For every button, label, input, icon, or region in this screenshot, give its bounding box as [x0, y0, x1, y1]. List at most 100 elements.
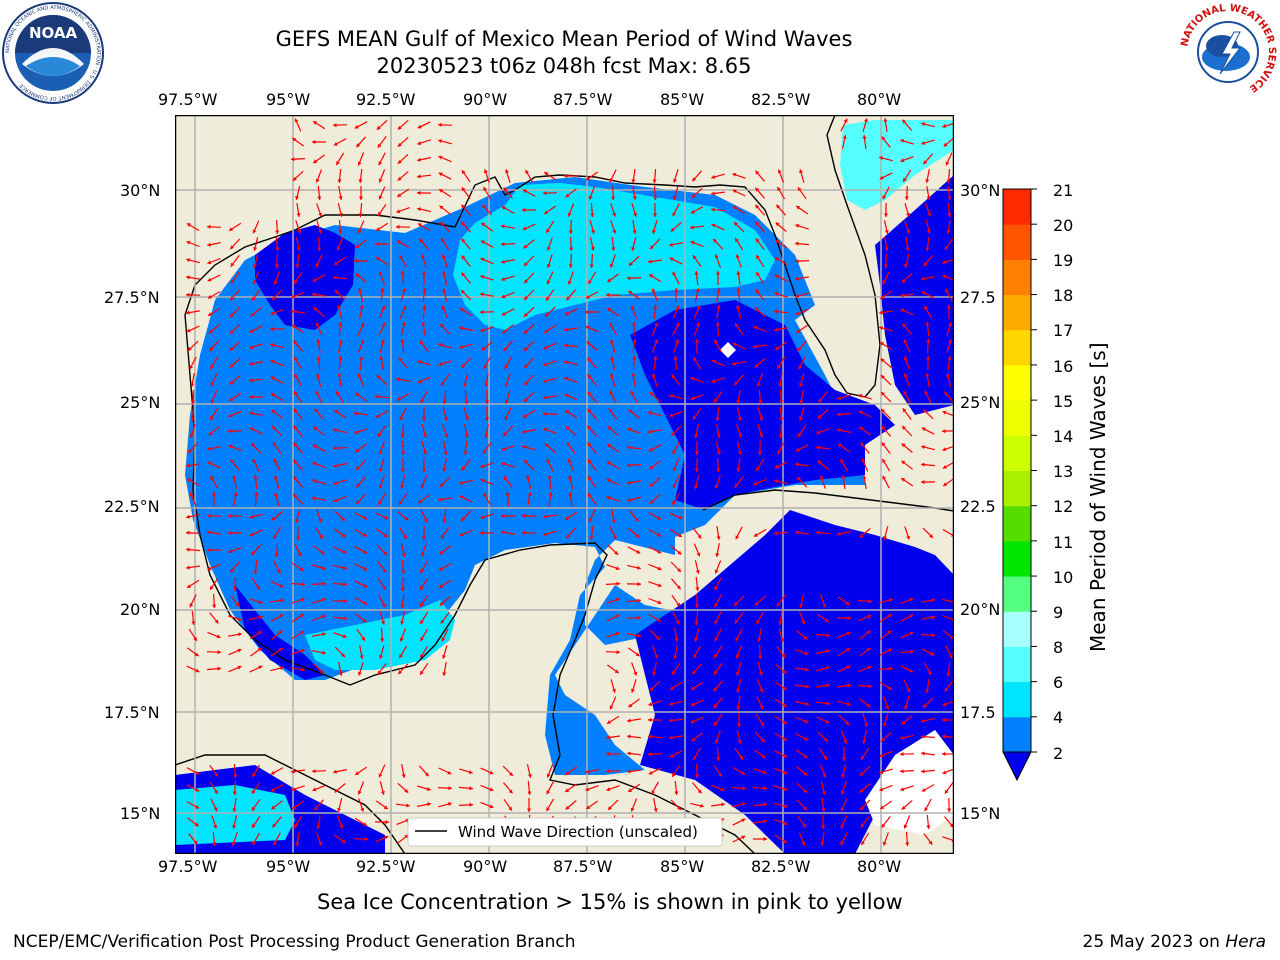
wind-wave-arrow-head [670, 686, 675, 690]
wind-wave-arrow-head [316, 339, 321, 343]
wind-wave-arrow-head [293, 442, 298, 447]
wind-wave-arrow-head [903, 824, 908, 829]
wind-wave-arrow-head [214, 619, 219, 624]
lon-tick-bottom: 95°W [266, 857, 311, 876]
wind-wave-arrow-head [461, 272, 466, 277]
wind-wave-arrow-head [587, 442, 592, 447]
map-frame [175, 115, 954, 854]
wind-wave-arrow-head [694, 637, 698, 642]
wind-wave-arrow-head [846, 631, 851, 636]
colorbar-band [1003, 681, 1031, 718]
wind-wave-arrow-head [312, 277, 317, 282]
wind-wave-arrow-head [320, 550, 325, 555]
wind-wave-arrow-head [274, 264, 279, 268]
wind-wave-arrow-head [711, 175, 716, 179]
wind-wave-arrow-head [637, 565, 641, 570]
wind-wave-arrow-head [314, 408, 319, 413]
wind-wave-arrow-head [317, 196, 322, 200]
wind-wave-arrow-head [648, 717, 652, 722]
wind-wave-arrow-head [628, 409, 633, 414]
wind-wave-arrow-head [210, 585, 214, 590]
wind-wave-arrow-head [900, 293, 904, 298]
wind-wave-arrow-head [674, 791, 679, 795]
wind-wave-arrow-head [714, 586, 719, 591]
wind-wave-arrow-head [843, 739, 848, 744]
wind-wave-arrow-head [742, 786, 746, 791]
wind-wave-arrow-head [378, 211, 382, 216]
wind-wave-arrow-head [657, 583, 662, 588]
wind-wave-arrow-head [337, 807, 342, 812]
wind-wave-arrow-head [900, 787, 905, 792]
wind-wave-arrow-head [337, 373, 342, 377]
wind-wave-arrow-head [921, 751, 925, 756]
wind-wave-arrow-head [356, 466, 360, 471]
wind-wave-arrow-head [318, 518, 323, 523]
wind-wave-arrow-head [400, 339, 405, 343]
wind-wave-arrow-head [798, 365, 803, 370]
wind-wave-arrow-head [249, 394, 253, 399]
wind-wave-arrow-head [569, 247, 574, 251]
wind-wave-arrow-head [321, 614, 326, 619]
wind-wave-arrow-head [322, 650, 326, 655]
wind-wave-arrow-head [186, 514, 190, 519]
wind-wave-arrow-head [714, 721, 718, 726]
wind-wave-arrow-head [208, 431, 213, 436]
wind-wave-arrow-head [272, 442, 277, 447]
lat-tick-right: 27.5 [960, 288, 996, 307]
wind-wave-arrow-head [441, 305, 446, 310]
wind-wave-arrow-head [826, 633, 830, 638]
wind-wave-arrow-head [270, 359, 275, 364]
wind-wave-arrow-head [316, 373, 321, 377]
wind-wave-arrow-head [461, 364, 465, 368]
wind-wave-arrow-head [522, 189, 527, 194]
colorbar-tick-label: 4 [1053, 708, 1064, 727]
wind-wave-arrow-head [509, 772, 513, 776]
wind-wave-arrow-head [653, 213, 658, 217]
wind-wave-arrow-head [653, 305, 658, 309]
wind-wave-arrow-head [271, 409, 276, 414]
wind-wave-arrow-head [420, 484, 425, 489]
wind-wave-arrow-head [564, 173, 568, 178]
wind-wave-arrow-head [758, 655, 763, 659]
wind-wave-arrow-head [694, 621, 699, 625]
wind-wave-arrow-head [921, 769, 925, 774]
wind-wave-arrow-head [883, 264, 888, 268]
lat-tick-right: 22.5 [960, 497, 996, 516]
wind-wave-arrow-head [802, 823, 807, 828]
wind-wave-arrow-head [881, 442, 886, 447]
wind-wave-arrow-head [616, 650, 620, 655]
wind-wave-arrow-head [322, 632, 326, 637]
wind-wave-arrow-head [312, 139, 316, 144]
wind-wave-arrow-head [343, 582, 347, 587]
wind-wave-arrow-head [251, 806, 256, 811]
wind-wave-arrow-head [273, 534, 277, 539]
wind-wave-arrow-head [632, 339, 637, 343]
wind-wave-arrow-head [783, 737, 787, 741]
wind-wave-arrow-head [382, 585, 386, 590]
wind-wave-arrow-head [299, 631, 304, 635]
wind-wave-arrow-head [524, 381, 529, 386]
wind-wave-arrow-head [525, 169, 529, 174]
wind-wave-arrow-head [384, 515, 389, 520]
wind-wave-arrow-head [826, 683, 830, 688]
wind-wave-arrow-head [228, 513, 232, 518]
wind-wave-arrow-head [229, 363, 234, 368]
wind-wave-arrow-head [901, 805, 906, 810]
wind-wave-arrow-head [775, 257, 779, 261]
wind-wave-arrow-head [942, 702, 947, 707]
wind-wave-arrow-head [249, 345, 254, 350]
lat-tick-right: 17.5 [960, 703, 996, 722]
wind-wave-arrow-head [381, 322, 386, 327]
wind-wave-arrow-head [930, 651, 935, 656]
wind-wave-arrow-head [779, 417, 784, 421]
wind-wave-arrow-head [615, 631, 620, 636]
wind-wave-arrow-head [657, 549, 662, 554]
wind-wave-arrow-head [921, 445, 925, 450]
wind-wave-arrow-head [735, 323, 739, 328]
wind-wave-arrow-head [501, 242, 505, 247]
wind-wave-arrow-head [753, 533, 758, 537]
wind-wave-arrow-head [585, 325, 590, 330]
lat-tick-left: 17.5°N [104, 703, 160, 722]
wind-wave-arrow-head [293, 459, 298, 464]
wind-wave-arrow-head [837, 396, 842, 400]
